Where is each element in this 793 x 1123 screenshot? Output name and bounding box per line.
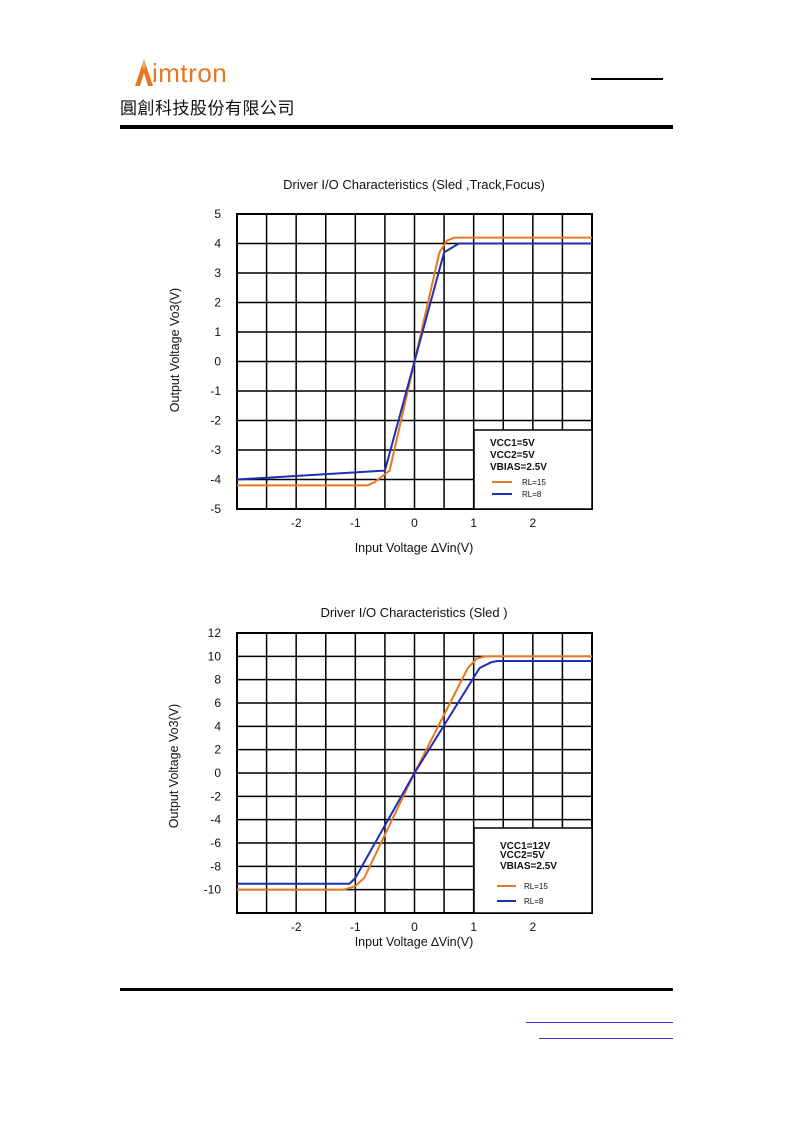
y-axis-label: Output Voltage Vo3(V) xyxy=(168,288,182,412)
conditions-legend-box: VCC1=12V VCC2=5V VBIAS=2.5V RL=15 RL=8 xyxy=(473,827,593,914)
y-tick-label: -4 xyxy=(210,473,221,487)
x-tick-label: -2 xyxy=(291,516,302,530)
y-tick-label: 1 xyxy=(214,325,221,339)
condition-vbias: VBIAS=2.5V xyxy=(500,861,557,872)
x-tick-label: -2 xyxy=(291,920,302,934)
y-tick-label: 0 xyxy=(214,766,221,780)
aimtron-logo-icon xyxy=(135,59,153,86)
legend-label-rl15: RL=15 xyxy=(524,882,548,891)
header-divider xyxy=(120,125,673,129)
y-tick-label: 4 xyxy=(214,719,221,733)
x-axis-label: Input Voltage ∆Vin(V) xyxy=(355,935,474,949)
y-tick-label: 4 xyxy=(214,237,221,251)
x-axis-label: Input Voltage ∆Vin(V) xyxy=(355,541,474,555)
legend-label-rl8: RL=8 xyxy=(524,897,544,906)
series-line-rl8 xyxy=(237,660,592,885)
y-tick-label: -6 xyxy=(210,836,221,850)
y-tick-label: 12 xyxy=(208,626,222,640)
x-tick-label: -1 xyxy=(350,920,361,934)
x-tick-label: 0 xyxy=(411,920,418,934)
x-tick-label: 1 xyxy=(470,920,477,934)
y-tick-label: 10 xyxy=(208,649,222,663)
y-tick-label: 3 xyxy=(214,266,221,280)
y-tick-label: -5 xyxy=(210,502,221,516)
y-tick-label: 5 xyxy=(214,207,221,221)
x-tick-label: 2 xyxy=(529,920,536,934)
footer-link-underline[interactable] xyxy=(526,1022,673,1023)
top-rule xyxy=(591,78,663,80)
y-tick-label: 8 xyxy=(214,673,221,687)
footer-divider xyxy=(120,988,673,991)
chart-title: Driver I/O Characteristics (Sled ,Track,… xyxy=(283,177,545,192)
x-tick-label: -1 xyxy=(350,516,361,530)
y-tick-label: -3 xyxy=(210,443,221,457)
condition-vcc2: VCC2=5V xyxy=(500,850,545,861)
y-tick-label: 2 xyxy=(214,743,221,757)
y-tick-label: -2 xyxy=(210,789,221,803)
x-tick-label: 0 xyxy=(411,516,418,530)
company-name: 圓創科技股份有限公司 xyxy=(120,99,295,119)
chart-sled-track-focus: Driver I/O Characteristics (Sled ,Track,… xyxy=(168,177,593,555)
condition-vcc1: VCC1=12V xyxy=(500,841,551,852)
y-tick-label: 0 xyxy=(214,355,221,369)
condition-vcc1: VCC1=5V xyxy=(490,438,535,449)
y-axis-label: Output Voltage Vo3(V) xyxy=(167,704,181,828)
y-tick-label: -1 xyxy=(210,384,221,398)
legend-label-rl8: RL=8 xyxy=(522,490,542,499)
legend-label-rl15: RL=15 xyxy=(522,478,546,487)
x-tick-label: 2 xyxy=(529,516,536,530)
y-tick-label: -2 xyxy=(210,414,221,428)
y-tick-label: -4 xyxy=(210,813,221,827)
y-tick-label: -10 xyxy=(204,883,222,897)
condition-vcc2: VCC2=5V xyxy=(490,450,535,461)
chart-sled: Driver I/O Characteristics (Sled ) -2 -1 0… xyxy=(167,605,593,949)
y-tick-label: 6 xyxy=(214,696,221,710)
conditions-legend-box: VCC1=5V VCC2=5V VBIAS=2.5V RL=15 RL=8 xyxy=(473,429,593,510)
condition-vbias: VBIAS=2.5V xyxy=(490,462,547,473)
series-line-rl8 xyxy=(236,242,592,481)
footer-link-underline[interactable] xyxy=(539,1038,673,1039)
x-tick-label: 1 xyxy=(470,516,477,530)
chart-title: Driver I/O Characteristics (Sled ) xyxy=(320,605,507,620)
y-tick-label: 2 xyxy=(214,296,221,310)
y-tick-label: -8 xyxy=(210,859,221,873)
company-logo-text: imtron xyxy=(152,58,228,88)
